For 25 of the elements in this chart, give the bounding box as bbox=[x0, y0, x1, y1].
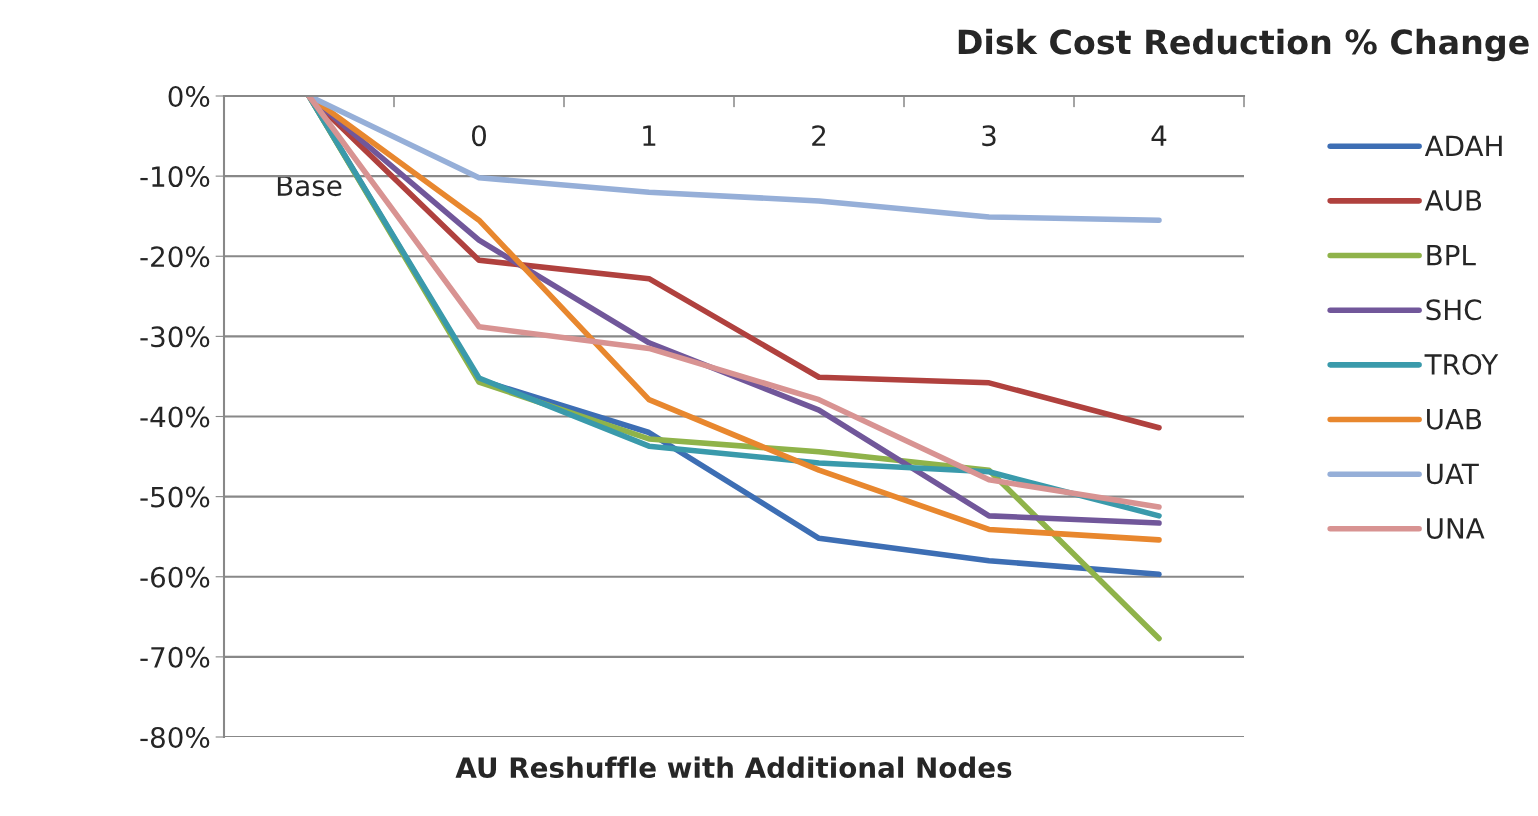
y-tick-label: -50% bbox=[140, 486, 210, 508]
y-tick-label: -60% bbox=[140, 566, 210, 588]
legend-label: AUB bbox=[1424, 190, 1482, 211]
y-tick-label: -70% bbox=[140, 646, 210, 668]
legend-label: UNA bbox=[1427, 518, 1485, 539]
legend-label: UAB bbox=[1427, 408, 1482, 430]
y-tick-label: -30% bbox=[140, 326, 210, 348]
y-tick-label: 0% bbox=[168, 85, 210, 107]
x-tick-label: 2 bbox=[812, 125, 826, 146]
x-axis-title: AU Reshuffle with Additional Nodes bbox=[455, 756, 1012, 779]
legend-label: ADAH bbox=[1424, 135, 1502, 156]
y-tick-label: -10% bbox=[140, 166, 210, 188]
x-tick-label: 4 bbox=[1151, 125, 1167, 146]
y-tick-label: -80% bbox=[140, 726, 210, 748]
y-tick-label: -20% bbox=[140, 246, 210, 268]
x-tick-label: 1 bbox=[643, 125, 656, 146]
legend-label: TROY bbox=[1424, 353, 1499, 375]
chart-title: Disk Cost Reduction % Change bbox=[958, 28, 1529, 62]
x-tick-label: Base bbox=[277, 175, 342, 197]
x-tick-label: 3 bbox=[982, 125, 996, 147]
legend-label: BPL bbox=[1427, 245, 1476, 266]
legend-label: SHC bbox=[1426, 299, 1482, 321]
x-tick-label: 0 bbox=[471, 125, 486, 147]
y-tick-label: -40% bbox=[140, 406, 210, 428]
legend-label: UAT bbox=[1427, 463, 1479, 485]
